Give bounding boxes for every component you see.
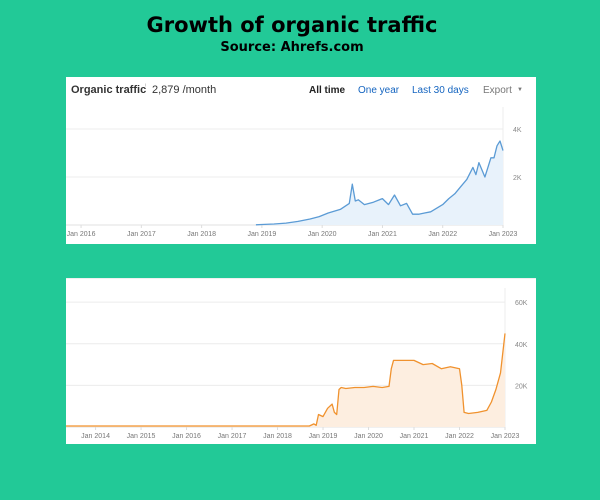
- traffic-history-panel: 20K 40K 60K Jan 2014 Jan 2015 Jan 2016 Jan 201…: [66, 278, 536, 444]
- x-tick-label: Jan 2022: [428, 231, 457, 238]
- x-tick-label: Jan 2021: [368, 231, 397, 238]
- x-tick-label: Jan 2018: [263, 433, 292, 440]
- x-tick-label: Jan 2019: [247, 231, 276, 238]
- metric-value: 2,879 /month: [152, 84, 217, 96]
- traffic-chart-top: 2K 4K Jan 2016 Jan 2017 Jan 2018 Jan 2019 Jan …: [66, 107, 522, 238]
- x-tick-label: Jan 2022: [445, 433, 474, 440]
- organic-traffic-panel: Organic traffic ⁱ 2,879 /month All time …: [66, 77, 536, 244]
- export-button[interactable]: Export: [483, 85, 512, 96]
- x-tick-label: Jan 2016: [67, 231, 96, 238]
- page-title: Growth of organic traffic: [146, 13, 438, 37]
- x-tick-label: Jan 2023: [491, 433, 520, 440]
- series-line: [255, 140, 504, 226]
- panel-header: Organic traffic ⁱ 2,879 /month All time …: [66, 77, 536, 105]
- tab-one-year[interactable]: One year: [358, 85, 400, 96]
- y-tick-label: 2K: [513, 175, 522, 182]
- x-tick-label: Jan 2020: [308, 231, 337, 238]
- x-tick-label: Jan 2021: [400, 433, 429, 440]
- traffic-chart-bottom: 20K 40K 60K Jan 2014 Jan 2015 Jan 2016 Jan 201…: [66, 278, 536, 440]
- y-tick-label: 4K: [513, 127, 522, 134]
- x-tick-label: Jan 2019: [309, 433, 338, 440]
- metric-label: Organic traffic: [71, 84, 147, 96]
- x-tick-label: Jan 2015: [127, 433, 156, 440]
- tab-all-time[interactable]: All time: [309, 85, 346, 96]
- y-tick-label: 40K: [515, 342, 528, 349]
- chevron-down-icon[interactable]: ▼: [517, 87, 523, 93]
- tab-last-30-days[interactable]: Last 30 days: [412, 85, 469, 96]
- series-area: [66, 333, 505, 427]
- series-area: [255, 141, 503, 225]
- x-tick-label: Jan 2017: [127, 231, 156, 238]
- x-tick-label: Jan 2018: [187, 231, 216, 238]
- x-tick-label: Jan 2014: [81, 433, 110, 440]
- info-icon: ⁱ: [145, 82, 147, 91]
- x-tick-label: Jan 2020: [354, 433, 383, 440]
- page-subtitle: Source: Ahrefs.com: [220, 40, 364, 55]
- x-tick-label: Jan 2023: [489, 231, 518, 238]
- x-tick-label: Jan 2016: [172, 433, 201, 440]
- series-line: [66, 333, 506, 427]
- y-tick-label: 60K: [515, 300, 528, 307]
- x-tick-label: Jan 2017: [218, 433, 247, 440]
- y-tick-label: 20K: [515, 383, 528, 390]
